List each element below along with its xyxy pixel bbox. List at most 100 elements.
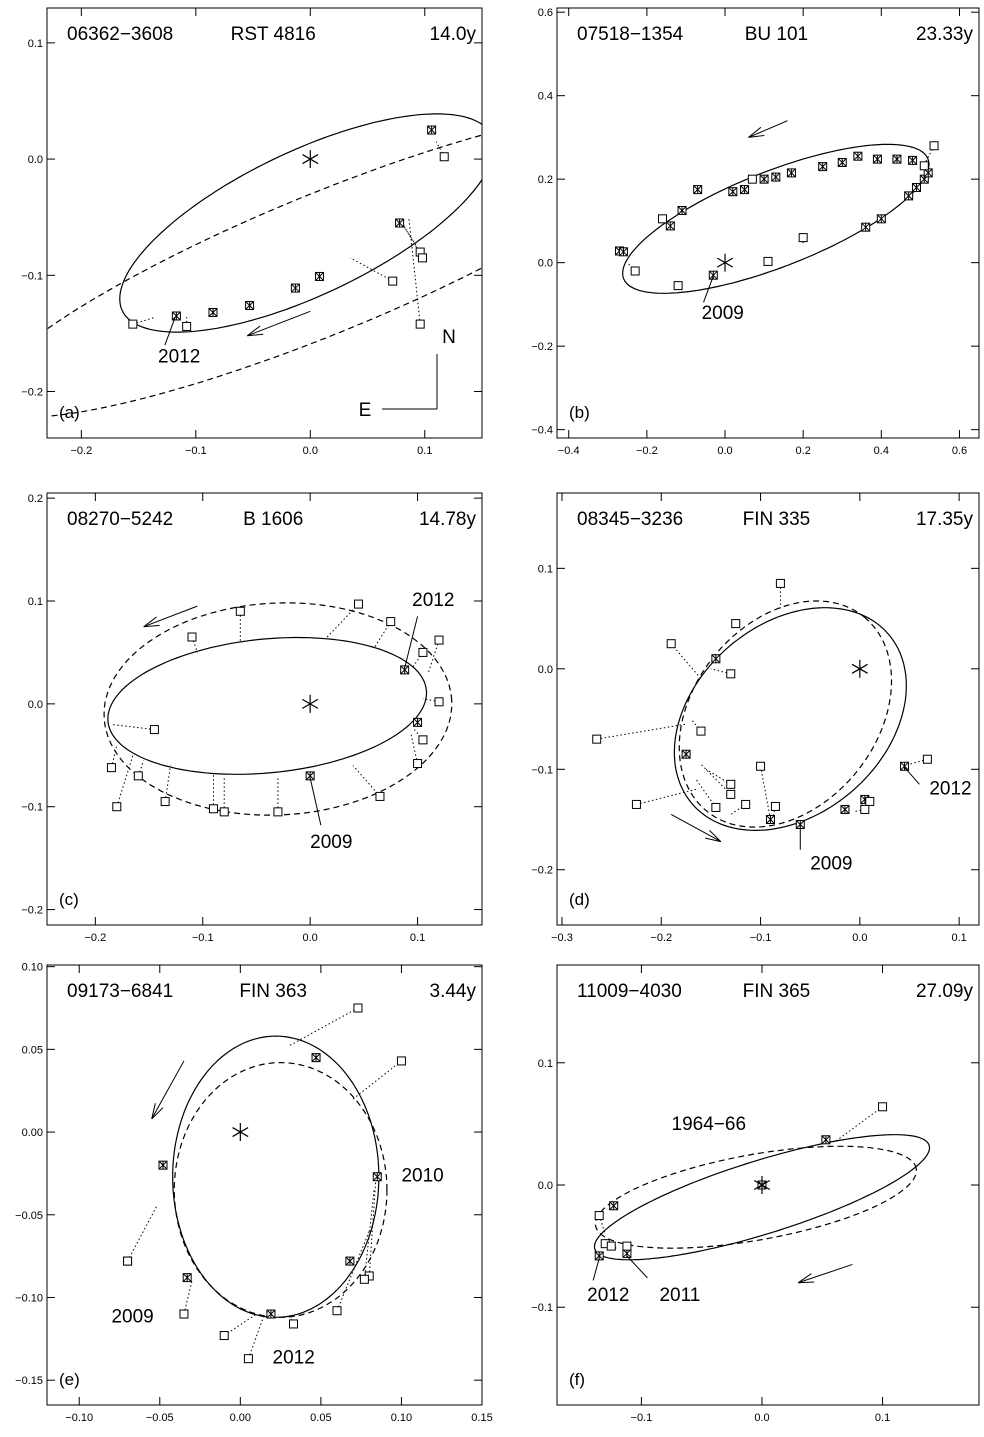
epoch-annotation: 2012 [587,1285,629,1306]
observation-marker [763,256,773,266]
orbit-solid [119,113,482,333]
observation-marker [413,759,423,769]
residual-line [695,779,717,808]
residual-line [223,1313,257,1336]
observation-marker-speckle [900,761,910,771]
header-wds: 08345−3236 [577,509,683,530]
residual-line [690,718,702,732]
plot-area: 2012 2009 [592,578,972,875]
observation-marker [243,1354,253,1364]
header-wds: 09173−6841 [67,981,173,1002]
observation-marker [187,632,197,642]
observation-marker [182,321,192,331]
observation-marker-speckle [861,222,871,232]
panel-letter: (c) [59,890,79,909]
observation-marker-speckle [892,154,902,164]
y-tick-label: 0.6 [538,7,553,19]
y-tick-label: −0.2 [531,865,553,877]
epoch-annotation: 2009 [111,1306,153,1327]
residual-line [410,734,419,764]
epoch-annotation: 2012 [273,1348,315,1369]
residual-line [402,223,423,259]
observation-marker [128,319,138,329]
x-tick-label: 0.4 [874,445,889,457]
x-tick-label: −0.1 [631,1412,653,1424]
y-tick-label: 0.0 [28,154,43,166]
observation-marker-speckle [618,247,628,257]
epoch-annotation: 2012 [412,590,454,611]
residual-line [336,1231,370,1311]
observation-marker [396,1056,406,1066]
annotation-leader [904,766,920,785]
observation-marker [106,763,116,773]
observation-marker-speckle [759,174,769,184]
observation-marker-speckle [266,1309,276,1319]
annotation-leader [592,1258,600,1281]
residual-line [670,643,702,680]
observation-marker-speckle [609,1201,619,1211]
y-tick-label: −0.1 [21,270,43,282]
motion-arrow [151,1060,185,1120]
plot-frame [46,7,483,439]
observation-marker [179,1309,189,1319]
x-tick-label: −0.10 [65,1412,93,1424]
observation-marker [630,266,640,276]
observation-marker [666,639,676,649]
y-tick-label: 0.1 [28,596,43,608]
observation-marker [756,761,766,771]
x-tick-label: 0.2 [796,445,811,457]
panel-letter: (b) [569,403,590,422]
y-tick-label: 0.10 [22,962,43,974]
observation-marker [386,617,396,627]
observation-marker-speckle [158,1160,168,1170]
residual-line [596,723,687,740]
motion-arrow [748,120,788,138]
observation-marker [208,804,218,814]
observation-marker [860,804,870,814]
residual-line [427,639,440,674]
observation-marker [922,754,932,764]
x-tick-label: 0.10 [391,1412,412,1424]
epoch-annotation: 2009 [702,303,744,324]
y-tick-label: −0.1 [21,802,43,814]
x-tick-label: −0.05 [146,1412,174,1424]
residual-line [137,760,145,777]
residual-line [730,804,746,815]
epoch-annotation: 2012 [158,346,200,367]
observation-marker [133,771,143,781]
compass-north-label: N [442,327,456,348]
x-tick-label: −0.2 [70,445,92,457]
annotation-leader [404,616,419,668]
y-tick-label: −0.2 [21,387,43,399]
observation-marker-speckle [677,205,687,215]
residual-line [352,1060,402,1100]
observation-marker-speckle [818,162,828,172]
header-wds: 07518−1354 [577,24,684,45]
x-tick-label: −0.2 [636,445,658,457]
observation-marker-speckle [853,151,863,161]
plot-area: 2010 2009 2012 [111,1003,444,1369]
x-tick-label: 0.6 [952,445,967,457]
observation-marker [658,214,667,224]
observation-marker [418,647,428,657]
observation-marker [726,669,736,679]
residual-line [116,755,134,807]
x-tick-label: −0.2 [84,932,106,944]
observation-marker [770,801,780,811]
orbit-solid [107,636,428,775]
y-tick-label: 0.0 [538,258,553,270]
header-period: 27.09y [916,981,974,1002]
y-tick-label: 0.0 [538,664,553,676]
observation-marker [160,797,170,807]
motion-arrow [797,1263,853,1284]
header-period: 23.33y [916,24,974,45]
residual-line [288,1007,359,1047]
panel-b: −0.4 −0.2 0.0 0.2 0.4 0.6 −0.4 −0.2 0.0 0.2 0.4 0.6… [531,7,980,457]
y-tick-label: 0.1 [538,1058,553,1070]
residual-line [401,222,421,253]
annotation-leader [626,1255,648,1279]
y-tick-label: 0.00 [22,1127,43,1139]
observation-marker [439,152,449,162]
observation-marker-speckle [765,815,775,825]
